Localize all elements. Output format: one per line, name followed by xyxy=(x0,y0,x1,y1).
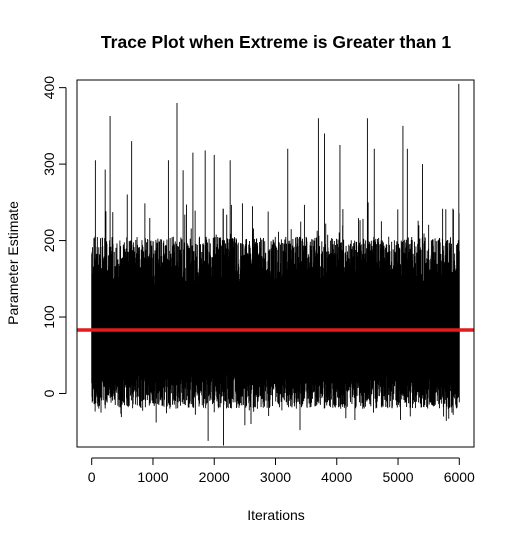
y-axis: 0 100 200 300 400 xyxy=(41,76,67,397)
x-tick-label: 1000 xyxy=(137,469,168,485)
trace-line xyxy=(91,83,460,446)
x-axis: 0 1000 2000 3000 4000 5000 6000 xyxy=(88,457,475,485)
plot-frame xyxy=(76,79,475,448)
chart-title: Trace Plot when Extreme is Greater than … xyxy=(101,32,451,52)
y-tick-label: 0 xyxy=(41,389,57,397)
x-tick-label: 4000 xyxy=(321,469,352,485)
x-tick-label: 2000 xyxy=(199,469,230,485)
x-tick-label: 6000 xyxy=(444,469,475,485)
trace-series xyxy=(91,83,460,446)
y-tick-label: 100 xyxy=(41,305,57,329)
y-axis-title: Parameter Estimate xyxy=(5,201,21,325)
x-tick-label: 3000 xyxy=(260,469,291,485)
y-tick-label: 200 xyxy=(41,229,57,253)
y-tick-label: 300 xyxy=(41,152,57,176)
x-tick-label: 5000 xyxy=(382,469,413,485)
y-tick-label: 400 xyxy=(41,76,57,100)
x-axis-title: Iterations xyxy=(247,507,305,523)
x-tick-label: 0 xyxy=(88,469,96,485)
